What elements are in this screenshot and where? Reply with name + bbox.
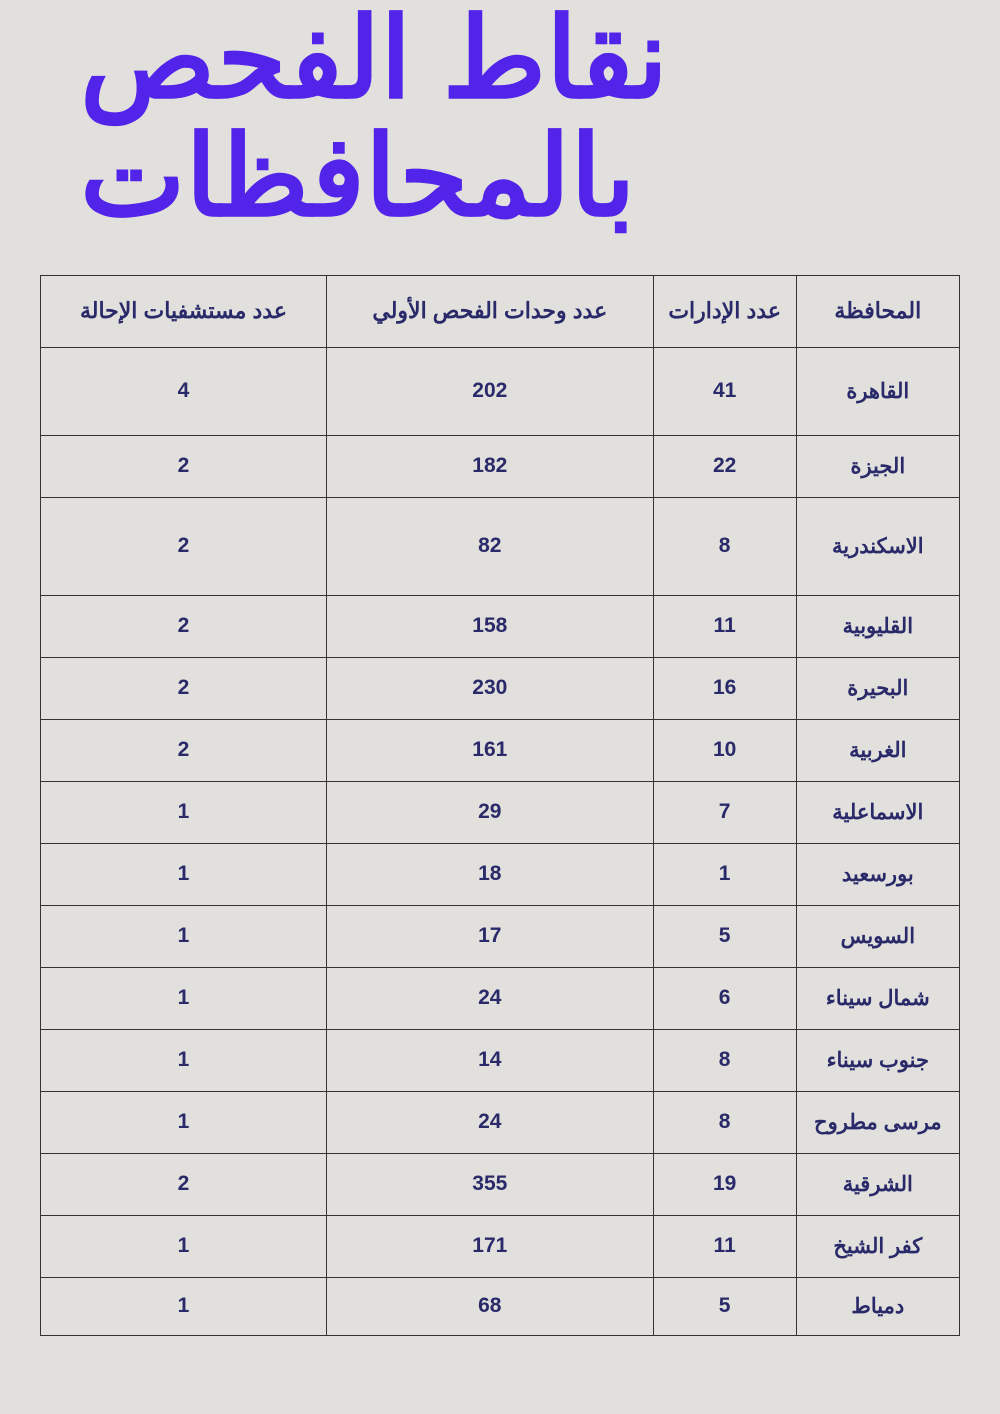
table-cell: شمال سيناء <box>796 967 959 1029</box>
table-cell: 68 <box>326 1277 653 1335</box>
table-cell: 11 <box>653 595 796 657</box>
table-cell: جنوب سيناء <box>796 1029 959 1091</box>
table-cell: 24 <box>326 1091 653 1153</box>
table-cell: 230 <box>326 657 653 719</box>
table-cell: 171 <box>326 1215 653 1277</box>
table-cell: 6 <box>653 967 796 1029</box>
table-cell: 41 <box>653 347 796 435</box>
table-cell: 7 <box>653 781 796 843</box>
table-row: دمياط5681 <box>41 1277 960 1335</box>
table-cell: القاهرة <box>796 347 959 435</box>
table-cell: 18 <box>326 843 653 905</box>
table-cell: 1 <box>41 1091 327 1153</box>
table-cell: 202 <box>326 347 653 435</box>
table-cell: 1 <box>41 781 327 843</box>
table-cell: الجيزة <box>796 435 959 497</box>
col-governorate: المحافظة <box>796 276 959 348</box>
table-cell: 355 <box>326 1153 653 1215</box>
table-cell: 1 <box>653 843 796 905</box>
table-cell: 1 <box>41 843 327 905</box>
table-cell: 5 <box>653 1277 796 1335</box>
table-cell: السويس <box>796 905 959 967</box>
table-cell: دمياط <box>796 1277 959 1335</box>
table-cell: 82 <box>326 497 653 595</box>
table-cell: 19 <box>653 1153 796 1215</box>
table-cell: 182 <box>326 435 653 497</box>
table-cell: 2 <box>41 595 327 657</box>
table-row: الغربية101612 <box>41 719 960 781</box>
table-row: الاسكندرية8822 <box>41 497 960 595</box>
table-row: البحيرة162302 <box>41 657 960 719</box>
table-row: القليوبية111582 <box>41 595 960 657</box>
table-cell: الشرقية <box>796 1153 959 1215</box>
table-cell: 2 <box>41 1153 327 1215</box>
table-row: بورسعيد1181 <box>41 843 960 905</box>
table-row: الجيزة221822 <box>41 435 960 497</box>
table-cell: 14 <box>326 1029 653 1091</box>
table-cell: 11 <box>653 1215 796 1277</box>
table-cell: 17 <box>326 905 653 967</box>
table-cell: 8 <box>653 1091 796 1153</box>
table-cell: 5 <box>653 905 796 967</box>
checkpoints-table: المحافظة عدد الإدارات عدد وحدات الفحص ال… <box>40 275 960 1336</box>
page-title: نقاط الفحص بالمحافظات <box>40 0 960 275</box>
table-cell: القليوبية <box>796 595 959 657</box>
table-row: جنوب سيناء8141 <box>41 1029 960 1091</box>
table-cell: 158 <box>326 595 653 657</box>
table-cell: 1 <box>41 1215 327 1277</box>
col-departments: عدد الإدارات <box>653 276 796 348</box>
table-cell: 4 <box>41 347 327 435</box>
table-row: كفر الشيخ111711 <box>41 1215 960 1277</box>
table-header-row: المحافظة عدد الإدارات عدد وحدات الفحص ال… <box>41 276 960 348</box>
table-cell: 1 <box>41 905 327 967</box>
table-cell: البحيرة <box>796 657 959 719</box>
table-cell: الاسماعلية <box>796 781 959 843</box>
table-cell: الغربية <box>796 719 959 781</box>
table-row: الشرقية193552 <box>41 1153 960 1215</box>
table-row: الاسماعلية7291 <box>41 781 960 843</box>
col-hospitals: عدد مستشفيات الإحالة <box>41 276 327 348</box>
table-cell: 8 <box>653 1029 796 1091</box>
table-row: شمال سيناء6241 <box>41 967 960 1029</box>
table-cell: 2 <box>41 497 327 595</box>
col-units: عدد وحدات الفحص الأولي <box>326 276 653 348</box>
table-cell: 16 <box>653 657 796 719</box>
table-row: مرسى مطروح8241 <box>41 1091 960 1153</box>
table-cell: 10 <box>653 719 796 781</box>
table-cell: 1 <box>41 1277 327 1335</box>
table-cell: 2 <box>41 719 327 781</box>
table-cell: 2 <box>41 435 327 497</box>
table-row: السويس5171 <box>41 905 960 967</box>
table-cell: 1 <box>41 1029 327 1091</box>
table-cell: 22 <box>653 435 796 497</box>
table-cell: 29 <box>326 781 653 843</box>
table-cell: الاسكندرية <box>796 497 959 595</box>
table-cell: بورسعيد <box>796 843 959 905</box>
table-cell: 8 <box>653 497 796 595</box>
table-cell: 1 <box>41 967 327 1029</box>
table-cell: 2 <box>41 657 327 719</box>
table-cell: 24 <box>326 967 653 1029</box>
table-cell: كفر الشيخ <box>796 1215 959 1277</box>
table-cell: مرسى مطروح <box>796 1091 959 1153</box>
table-row: القاهرة412024 <box>41 347 960 435</box>
table-cell: 161 <box>326 719 653 781</box>
